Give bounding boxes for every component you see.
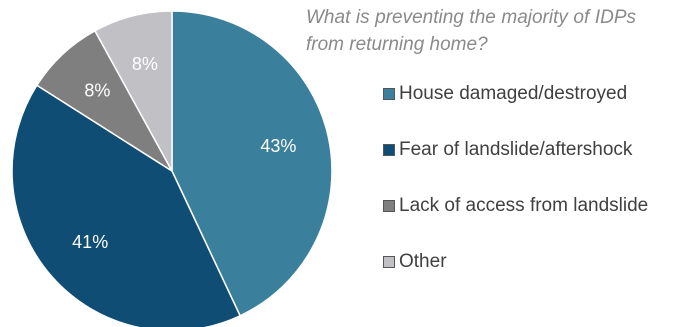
pie-slice-label-4: 8% [132, 54, 158, 74]
chart-legend: House damaged/destroyed Fear of landslid… [383, 81, 648, 275]
legend-label: House damaged/destroyed [399, 83, 628, 104]
legend-label: Lack of access from landslide [399, 195, 649, 216]
legend-item-fear-of-landslide: Fear of landslide/aftershock [383, 137, 648, 163]
legend-label: Fear of landslide/aftershock [399, 139, 633, 160]
pie-slice-label-3: 8% [84, 80, 110, 100]
legend-swatch [383, 88, 395, 100]
pie-slice-4 [93, 10, 173, 172]
legend-item-other: Other [383, 249, 648, 275]
legend-item-house-damaged: House damaged/destroyed [383, 81, 648, 107]
legend-swatch [383, 144, 395, 156]
chart-title: What is preventing the majority of IDPs … [306, 7, 636, 55]
pie-slice-2 [11, 84, 242, 327]
pie-slice-1 [171, 10, 333, 317]
pie-slice-labels: 43% 41% 8% 8% [72, 54, 296, 252]
pie-slices [11, 10, 333, 327]
pie-slice-label-1: 43% [260, 136, 296, 156]
legend-label: Other [399, 251, 447, 272]
legend-swatch [383, 200, 395, 212]
pie-slice-label-2: 41% [72, 232, 108, 252]
legend-item-lack-of-access: Lack of access from landslide [383, 193, 648, 219]
legend-swatch [383, 256, 395, 268]
